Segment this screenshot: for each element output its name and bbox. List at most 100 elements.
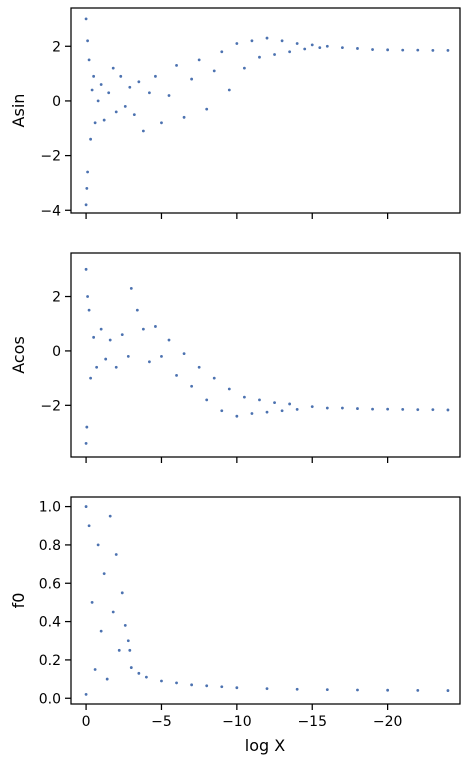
acos-y-tick-label: 0 xyxy=(52,344,61,360)
f0-point xyxy=(235,686,239,690)
f0-point xyxy=(295,687,299,691)
acos-point xyxy=(104,357,108,361)
acos-point xyxy=(89,376,92,380)
acos-point xyxy=(92,335,96,339)
asin-point xyxy=(235,42,239,45)
f0-y-tick-label: 0.0 xyxy=(39,691,61,707)
asin-point xyxy=(90,88,94,92)
f0-point xyxy=(90,601,94,604)
asin-plot-frame xyxy=(70,7,461,214)
f0-y-tick-label: 0.2 xyxy=(39,653,61,669)
asin-y-tick-label: 2 xyxy=(52,39,61,55)
acos-point xyxy=(141,327,145,331)
asin-point xyxy=(446,48,450,52)
acos-point xyxy=(280,409,284,413)
f0-point xyxy=(137,671,141,675)
acos-point xyxy=(99,327,103,331)
f0-point xyxy=(386,688,390,692)
acos-point xyxy=(87,308,91,312)
f0-point xyxy=(93,668,97,671)
f0-point xyxy=(144,675,148,679)
f0-point xyxy=(160,679,163,683)
f0-x-tick-label: −15 xyxy=(297,714,327,730)
acos-point xyxy=(120,333,124,336)
acos-point xyxy=(341,406,344,410)
asin-point xyxy=(102,118,106,122)
x-axis-label: log X xyxy=(245,736,285,755)
f0-plot-frame xyxy=(70,496,461,705)
asin-point xyxy=(92,74,96,78)
asin-point xyxy=(111,66,115,70)
f0-point xyxy=(265,687,269,691)
asin-point xyxy=(86,39,89,43)
asin-points xyxy=(84,17,450,207)
f0-point xyxy=(416,688,420,692)
asin-point xyxy=(93,121,97,125)
asin-point xyxy=(182,115,186,119)
asin-point xyxy=(401,48,405,52)
asin-point xyxy=(96,99,100,103)
acos-point xyxy=(325,406,329,410)
acos-point xyxy=(356,407,359,410)
asin-point xyxy=(416,48,420,52)
asin-point xyxy=(341,46,344,50)
asin-point xyxy=(84,17,88,21)
acos-point xyxy=(182,352,186,356)
acos-point xyxy=(190,384,194,388)
f0-point xyxy=(87,524,91,528)
f0-x-tick-label: −5 xyxy=(151,714,172,730)
asin-point xyxy=(175,64,178,67)
asin-point xyxy=(160,121,163,125)
asin-point xyxy=(123,105,127,108)
f0-x-tick-label: −20 xyxy=(373,714,403,730)
asin-point xyxy=(86,170,89,174)
f0-panel: 0 −5 −10 −15 −20 0.0 0.2 0.4 0.6 0.8 1.0 f0 xyxy=(9,496,461,730)
asin-y-axis-label: Asin xyxy=(9,94,28,128)
f0-y-tick-label: 0.8 xyxy=(39,538,61,554)
f0-y-tick-label: 0.4 xyxy=(39,615,61,631)
acos-point xyxy=(250,412,254,415)
asin-point xyxy=(84,203,88,207)
acos-y-tick-label: −2 xyxy=(40,398,61,414)
acos-point xyxy=(416,408,420,412)
asin-point xyxy=(303,47,307,51)
acos-point xyxy=(386,407,390,411)
asin-point xyxy=(258,55,261,59)
asin-point xyxy=(295,42,299,45)
f0-point xyxy=(111,610,115,614)
f0-point xyxy=(190,683,194,687)
f0-point xyxy=(105,677,109,681)
asin-point xyxy=(132,113,136,116)
asin-point xyxy=(250,39,254,43)
f0-x-tick-label: 0 xyxy=(82,714,91,730)
acos-point xyxy=(160,354,163,358)
f0-point xyxy=(220,685,224,689)
asin-point xyxy=(288,50,292,54)
acos-point xyxy=(220,409,224,413)
asin-point xyxy=(242,66,246,70)
asin-point xyxy=(87,58,91,62)
acos-point xyxy=(84,442,88,445)
f0-point xyxy=(126,639,130,643)
asin-point xyxy=(205,107,209,111)
acos-y-tick-label: 2 xyxy=(52,290,61,306)
asin-point xyxy=(167,94,171,97)
asin-point xyxy=(265,36,269,40)
acos-point xyxy=(265,410,269,414)
f0-point xyxy=(114,553,118,556)
acos-point xyxy=(212,376,216,380)
f0-point xyxy=(128,648,132,652)
asin-point xyxy=(227,88,231,92)
acos-point xyxy=(148,360,151,364)
acos-point xyxy=(310,405,314,409)
f0-point xyxy=(102,572,106,576)
acos-point xyxy=(114,365,118,369)
asin-y-tick-label: −4 xyxy=(40,203,61,219)
asin-y-tick-label: −2 xyxy=(40,149,61,165)
f0-point xyxy=(446,689,450,692)
asin-point xyxy=(318,46,322,50)
acos-point xyxy=(108,338,112,342)
f0-y-tick-label: 1.0 xyxy=(39,500,61,516)
f0-point xyxy=(175,681,178,685)
